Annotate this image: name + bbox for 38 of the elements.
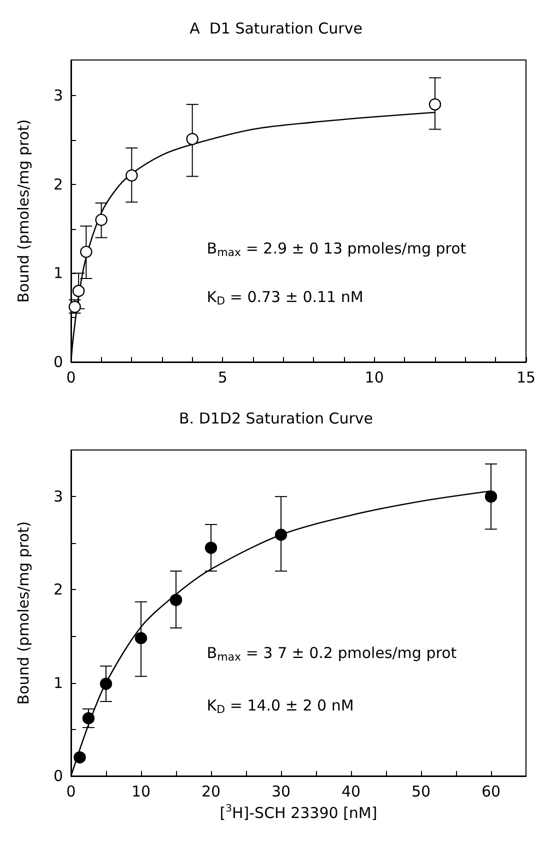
x-tick-label: 0	[66, 782, 76, 800]
point	[274, 528, 288, 541]
point	[100, 678, 112, 690]
y-tick-label: 0	[53, 767, 63, 785]
point	[170, 594, 182, 606]
x-tick-label: 15	[516, 368, 536, 386]
x-tick-label: 20	[201, 782, 221, 800]
x-tick-label: 60	[481, 782, 501, 800]
x-tick-label: 0	[66, 368, 76, 386]
y-tick-label: 3	[53, 86, 63, 105]
point	[428, 98, 442, 111]
x-tick-label: 50	[411, 782, 431, 800]
point	[74, 751, 86, 764]
y-axis-title: Bound (pmoles/mg prot)	[14, 521, 32, 705]
y-axis-title: Bound (pmoles/mg prot)	[14, 119, 32, 303]
chart-title: B. D1D2 Saturation Curve	[179, 410, 373, 428]
y-tick-label: 2	[53, 580, 63, 599]
y-tick-label: 0	[53, 353, 63, 371]
point	[134, 632, 148, 644]
point	[484, 490, 498, 503]
y-tick-label: 1	[53, 674, 63, 692]
point	[126, 169, 138, 182]
x-tick-label: 40	[341, 782, 361, 800]
y-tick-label: 2	[53, 175, 63, 194]
x-tick-label: 30	[271, 782, 291, 800]
point	[72, 284, 85, 298]
point	[95, 214, 108, 226]
point	[80, 246, 92, 258]
point	[82, 712, 95, 724]
y-tick-label: 1	[53, 264, 63, 282]
x-tick-label: 5	[218, 368, 228, 386]
point	[68, 300, 81, 314]
chart-title: A D1 Saturation Curve	[190, 20, 362, 38]
x-tick-label: 10	[131, 782, 151, 800]
x-tick-label: 10	[364, 368, 384, 386]
point	[204, 542, 218, 554]
y-tick-label: 3	[53, 488, 63, 506]
point	[186, 132, 198, 146]
